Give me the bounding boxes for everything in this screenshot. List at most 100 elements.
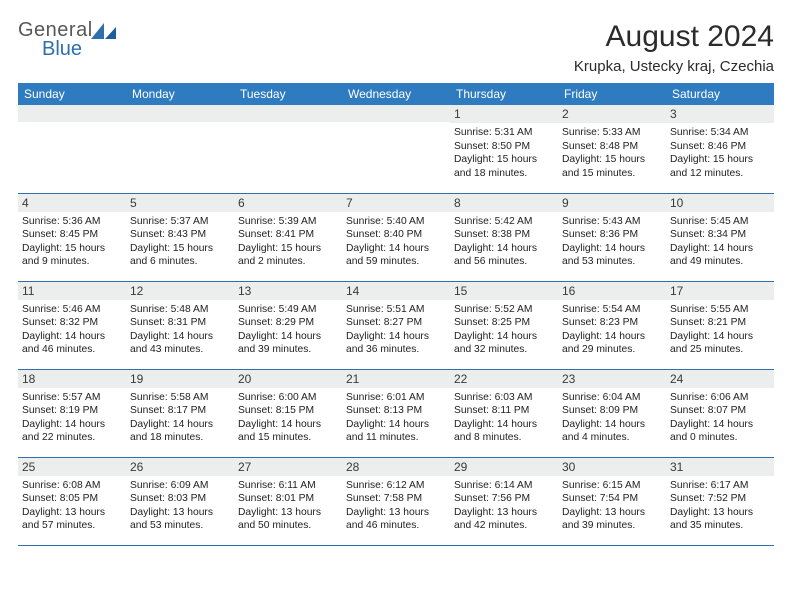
calendar-day-cell: 30Sunrise: 6:15 AMSunset: 7:54 PMDayligh… [558, 457, 666, 545]
day-number: 23 [558, 370, 666, 388]
calendar-day-cell: 14Sunrise: 5:51 AMSunset: 8:27 PMDayligh… [342, 281, 450, 369]
weekday-header: Thursday [450, 83, 558, 105]
daylight-text: Daylight: 15 hours and 9 minutes. [22, 242, 122, 269]
day-number: 12 [126, 282, 234, 300]
month-title: August 2024 [574, 20, 774, 54]
calendar-day-cell: 12Sunrise: 5:48 AMSunset: 8:31 PMDayligh… [126, 281, 234, 369]
sunrise-text: Sunrise: 5:39 AM [238, 215, 338, 229]
daylight-text: Daylight: 14 hours and 18 minutes. [130, 418, 230, 445]
sunset-text: Sunset: 8:25 PM [454, 316, 554, 330]
sunrise-text: Sunrise: 5:42 AM [454, 215, 554, 229]
sunrise-text: Sunrise: 6:04 AM [562, 391, 662, 405]
daylight-text: Daylight: 15 hours and 18 minutes. [454, 153, 554, 180]
day-number: 16 [558, 282, 666, 300]
day-number: 3 [666, 105, 774, 123]
weekday-header: Sunday [18, 83, 126, 105]
day-number: 4 [18, 194, 126, 212]
calendar-day-cell [234, 105, 342, 193]
sunset-text: Sunset: 8:45 PM [22, 228, 122, 242]
day-number: 1 [450, 105, 558, 123]
day-number: 29 [450, 458, 558, 476]
weekday-header: Tuesday [234, 83, 342, 105]
calendar-day-cell: 18Sunrise: 5:57 AMSunset: 8:19 PMDayligh… [18, 369, 126, 457]
daylight-text: Daylight: 13 hours and 50 minutes. [238, 506, 338, 533]
calendar-day-cell: 4Sunrise: 5:36 AMSunset: 8:45 PMDaylight… [18, 193, 126, 281]
sunrise-text: Sunrise: 6:01 AM [346, 391, 446, 405]
calendar-day-cell: 1Sunrise: 5:31 AMSunset: 8:50 PMDaylight… [450, 105, 558, 193]
day-number: 26 [126, 458, 234, 476]
weekday-header: Wednesday [342, 83, 450, 105]
sunset-text: Sunset: 8:09 PM [562, 404, 662, 418]
sunset-text: Sunset: 8:17 PM [130, 404, 230, 418]
daylight-text: Daylight: 14 hours and 25 minutes. [670, 330, 770, 357]
sunset-text: Sunset: 8:19 PM [22, 404, 122, 418]
daylight-text: Daylight: 14 hours and 22 minutes. [22, 418, 122, 445]
sunrise-text: Sunrise: 6:06 AM [670, 391, 770, 405]
daylight-text: Daylight: 15 hours and 2 minutes. [238, 242, 338, 269]
calendar-day-cell: 5Sunrise: 5:37 AMSunset: 8:43 PMDaylight… [126, 193, 234, 281]
calendar-day-cell [342, 105, 450, 193]
sunrise-text: Sunrise: 5:52 AM [454, 303, 554, 317]
empty-day-strip [126, 105, 234, 122]
day-number: 14 [342, 282, 450, 300]
calendar-day-cell: 23Sunrise: 6:04 AMSunset: 8:09 PMDayligh… [558, 369, 666, 457]
sunrise-text: Sunrise: 6:12 AM [346, 479, 446, 493]
daylight-text: Daylight: 14 hours and 15 minutes. [238, 418, 338, 445]
sunset-text: Sunset: 8:38 PM [454, 228, 554, 242]
sunrise-text: Sunrise: 6:11 AM [238, 479, 338, 493]
sunrise-text: Sunrise: 5:55 AM [670, 303, 770, 317]
sunrise-text: Sunrise: 6:00 AM [238, 391, 338, 405]
day-number: 13 [234, 282, 342, 300]
day-number: 2 [558, 105, 666, 123]
day-number: 15 [450, 282, 558, 300]
sunrise-text: Sunrise: 6:09 AM [130, 479, 230, 493]
sunrise-text: Sunrise: 5:45 AM [670, 215, 770, 229]
daylight-text: Daylight: 13 hours and 57 minutes. [22, 506, 122, 533]
calendar-week-row: 18Sunrise: 5:57 AMSunset: 8:19 PMDayligh… [18, 369, 774, 457]
daylight-text: Daylight: 14 hours and 32 minutes. [454, 330, 554, 357]
sunset-text: Sunset: 8:11 PM [454, 404, 554, 418]
sunset-text: Sunset: 8:48 PM [562, 140, 662, 154]
calendar-week-row: 4Sunrise: 5:36 AMSunset: 8:45 PMDaylight… [18, 193, 774, 281]
title-block: August 2024 Krupka, Ustecky kraj, Czechi… [574, 20, 774, 81]
location-subtitle: Krupka, Ustecky kraj, Czechia [574, 58, 774, 75]
sunset-text: Sunset: 7:52 PM [670, 492, 770, 506]
calendar-day-cell: 26Sunrise: 6:09 AMSunset: 8:03 PMDayligh… [126, 457, 234, 545]
weekday-header: Monday [126, 83, 234, 105]
empty-day-strip [234, 105, 342, 122]
sunset-text: Sunset: 8:50 PM [454, 140, 554, 154]
calendar-day-cell [18, 105, 126, 193]
calendar-day-cell: 19Sunrise: 5:58 AMSunset: 8:17 PMDayligh… [126, 369, 234, 457]
calendar-day-cell: 24Sunrise: 6:06 AMSunset: 8:07 PMDayligh… [666, 369, 774, 457]
sunrise-text: Sunrise: 5:48 AM [130, 303, 230, 317]
day-number: 24 [666, 370, 774, 388]
sunset-text: Sunset: 8:13 PM [346, 404, 446, 418]
day-number: 31 [666, 458, 774, 476]
calendar-day-cell: 31Sunrise: 6:17 AMSunset: 7:52 PMDayligh… [666, 457, 774, 545]
logo-text-blue: Blue [42, 39, 117, 60]
calendar-page: General Blue August 2024 Krupka, Ustecky… [0, 0, 792, 556]
daylight-text: Daylight: 14 hours and 29 minutes. [562, 330, 662, 357]
calendar-day-cell: 7Sunrise: 5:40 AMSunset: 8:40 PMDaylight… [342, 193, 450, 281]
daylight-text: Daylight: 14 hours and 8 minutes. [454, 418, 554, 445]
header-row: General Blue August 2024 Krupka, Ustecky… [18, 20, 774, 81]
sunset-text: Sunset: 8:31 PM [130, 316, 230, 330]
day-number: 10 [666, 194, 774, 212]
daylight-text: Daylight: 13 hours and 35 minutes. [670, 506, 770, 533]
sunset-text: Sunset: 8:03 PM [130, 492, 230, 506]
sunrise-text: Sunrise: 5:40 AM [346, 215, 446, 229]
day-number: 7 [342, 194, 450, 212]
sunrise-text: Sunrise: 6:14 AM [454, 479, 554, 493]
sunset-text: Sunset: 8:27 PM [346, 316, 446, 330]
calendar-day-cell: 10Sunrise: 5:45 AMSunset: 8:34 PMDayligh… [666, 193, 774, 281]
day-number: 19 [126, 370, 234, 388]
calendar-day-cell: 13Sunrise: 5:49 AMSunset: 8:29 PMDayligh… [234, 281, 342, 369]
daylight-text: Daylight: 15 hours and 12 minutes. [670, 153, 770, 180]
sunrise-text: Sunrise: 6:15 AM [562, 479, 662, 493]
calendar-day-cell: 29Sunrise: 6:14 AMSunset: 7:56 PMDayligh… [450, 457, 558, 545]
daylight-text: Daylight: 13 hours and 39 minutes. [562, 506, 662, 533]
calendar-week-row: 1Sunrise: 5:31 AMSunset: 8:50 PMDaylight… [18, 105, 774, 193]
sunrise-text: Sunrise: 5:37 AM [130, 215, 230, 229]
day-number: 18 [18, 370, 126, 388]
daylight-text: Daylight: 14 hours and 0 minutes. [670, 418, 770, 445]
